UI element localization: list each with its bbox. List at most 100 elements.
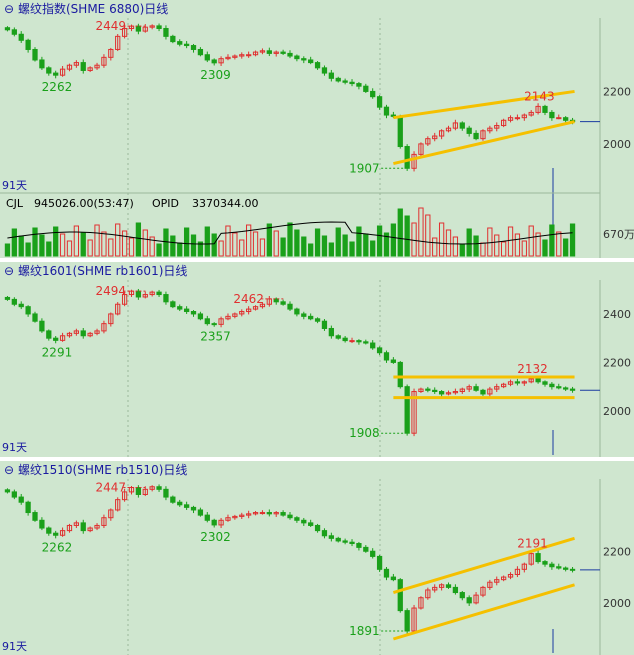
candle-body <box>328 72 334 79</box>
candle-body <box>287 514 293 519</box>
candle-body <box>473 386 479 391</box>
candle-body <box>59 530 66 536</box>
candle-body <box>521 563 527 570</box>
candlestick-chart[interactable]: 2200 2000 2449 2262 2309 2143 1907 CJL 945026.00… <box>0 0 634 258</box>
candle-body <box>294 308 300 315</box>
chart-panel-index: ⊖ 螺纹指数(SHME 6880)日线 2200 2000 2449 2262 2309 2… <box>0 0 634 258</box>
candle-body <box>135 25 142 32</box>
candle-body <box>197 509 204 516</box>
candle-body <box>280 51 286 54</box>
candle-body <box>383 352 390 361</box>
candle-body <box>211 519 217 526</box>
panel-title: ⊖ 螺纹指数(SHME 6880)日线 <box>0 0 600 18</box>
candle-body <box>273 51 279 54</box>
candle-body <box>556 117 562 120</box>
volume-bar <box>11 228 17 257</box>
candle-body <box>459 592 465 599</box>
candle-body <box>425 589 431 599</box>
volume-bar <box>473 235 479 257</box>
volume-bar <box>438 222 445 257</box>
candle-body <box>321 67 328 74</box>
candle-body <box>370 550 376 557</box>
candle-body <box>73 62 79 66</box>
candle-body <box>18 303 24 308</box>
candle-body <box>404 386 410 434</box>
period-days: 91天 <box>2 640 27 653</box>
candle-body <box>308 59 314 64</box>
candle-body <box>376 347 383 354</box>
candle-body <box>376 96 383 108</box>
volume-bar <box>135 222 142 257</box>
panel-title: ⊖ 螺纹1510(SHME rb1510)日线 <box>0 461 600 479</box>
candle-body <box>211 59 217 64</box>
volume-bar <box>204 226 210 257</box>
price-annotation: 2309 <box>200 68 231 82</box>
volume-bar <box>308 243 314 257</box>
volume-bar <box>149 236 155 257</box>
candle-body <box>418 597 424 609</box>
candle-body <box>259 303 266 308</box>
candle-body <box>46 67 52 74</box>
candle-body <box>170 35 176 43</box>
candle-body <box>438 391 445 395</box>
candle-body <box>494 579 500 583</box>
candle-body <box>349 340 355 343</box>
candle-body <box>466 597 472 604</box>
candle-body <box>25 501 31 514</box>
candle-body <box>342 540 348 543</box>
candlestick-chart[interactable]: 2200 2000 2447 2262 2302 2191 1891 <box>0 461 634 655</box>
volume-bar <box>514 233 521 257</box>
price-annotation: 1891 <box>349 624 380 638</box>
candle-body <box>87 527 93 532</box>
candle-body <box>163 27 169 37</box>
candle-body <box>142 294 148 298</box>
chart-menu-icon[interactable]: ⊖ <box>4 264 15 278</box>
candle-body <box>411 607 417 632</box>
volume-bar <box>294 229 300 257</box>
price-annotation: 2447 <box>95 481 126 495</box>
candle-body <box>342 80 348 83</box>
candle-body <box>177 501 183 506</box>
candle-body <box>149 25 155 28</box>
volume-bar <box>115 223 121 257</box>
price-annotation: 2191 <box>517 537 548 551</box>
volume-bar <box>170 235 176 257</box>
volume-bar <box>528 225 534 257</box>
candle-body <box>404 610 410 632</box>
candle-body <box>53 72 59 76</box>
candle-body <box>163 294 169 303</box>
opid-label: OPID <box>152 197 179 210</box>
volume-bar <box>163 228 169 257</box>
channel-line-upper <box>393 89 575 120</box>
candle-body <box>32 313 38 322</box>
candlestick-chart[interactable]: 2400 2200 2000 2494 2462 2291 2357 2132 1908 <box>0 262 634 457</box>
chart-menu-icon[interactable]: ⊖ <box>4 2 15 16</box>
volume-bar <box>183 227 190 257</box>
volume-bar <box>480 242 486 257</box>
candle-body <box>473 132 479 140</box>
candle-body <box>569 568 576 571</box>
price-annotation: 2262 <box>42 540 73 554</box>
candle-body <box>383 568 390 578</box>
candle-body <box>177 306 183 310</box>
volume-bar <box>494 234 500 257</box>
volume-bar <box>25 242 31 257</box>
candle-body <box>218 519 224 526</box>
candle-body <box>94 524 100 529</box>
candle-body <box>4 296 11 300</box>
volume-bar <box>266 223 272 257</box>
volume-bar <box>535 232 541 257</box>
candle-body <box>87 332 93 337</box>
chart-menu-icon[interactable]: ⊖ <box>4 463 15 477</box>
candle-body <box>432 389 438 393</box>
candle-body <box>438 584 445 588</box>
candle-body <box>535 378 541 383</box>
candle-body <box>32 48 38 61</box>
candle-body <box>239 514 245 517</box>
candle-body <box>528 553 534 565</box>
volume-bar <box>287 222 293 257</box>
candle-body <box>445 127 452 132</box>
candle-body <box>53 532 59 536</box>
candle-body <box>314 524 321 532</box>
candle-body <box>101 517 107 526</box>
